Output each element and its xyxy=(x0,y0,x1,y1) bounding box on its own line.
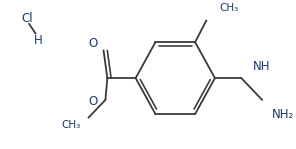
Text: O: O xyxy=(89,95,98,108)
Text: NH₂: NH₂ xyxy=(271,108,294,121)
Text: O: O xyxy=(89,37,98,50)
Text: Cl: Cl xyxy=(21,12,33,25)
Text: NH: NH xyxy=(253,60,270,73)
Text: CH₃: CH₃ xyxy=(220,3,239,13)
Text: CH₃: CH₃ xyxy=(62,120,81,130)
Text: H: H xyxy=(34,34,42,47)
